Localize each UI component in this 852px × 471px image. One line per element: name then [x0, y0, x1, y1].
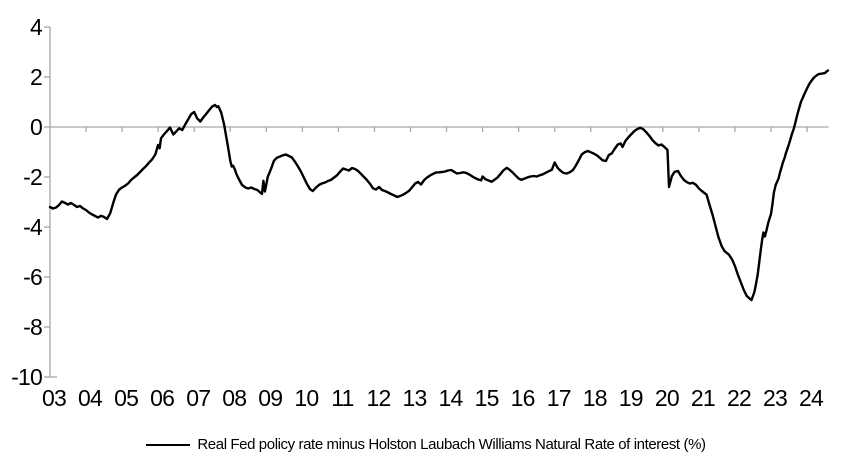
x-tick-label: 20 — [655, 385, 679, 411]
y-tick-label: -10 — [11, 364, 42, 390]
y-tick-label: 4 — [30, 14, 43, 40]
x-tick-label: 11 — [331, 385, 353, 411]
x-tick-label: 24 — [799, 385, 824, 411]
x-tick-label: 14 — [439, 385, 464, 411]
x-tick-label: 12 — [366, 385, 390, 411]
y-tick-label: 0 — [30, 114, 42, 140]
x-tick-label: 03 — [42, 385, 66, 411]
x-tick-label: 18 — [583, 385, 607, 411]
x-tick-label: 17 — [547, 385, 571, 411]
y-tick-label: -2 — [23, 164, 42, 190]
y-tick-label: -6 — [23, 264, 42, 290]
y-tick-label: -4 — [23, 214, 43, 240]
series-line — [48, 69, 830, 302]
y-tick-label: -8 — [23, 314, 42, 340]
x-tick-label: 22 — [727, 385, 751, 411]
x-tick-label: 21 — [691, 385, 715, 411]
axes — [44, 26, 829, 378]
x-tick-label: 13 — [403, 385, 427, 411]
x-tick-label: 15 — [475, 385, 499, 411]
y-tick-label: 2 — [30, 64, 42, 90]
legend: Real Fed policy rate minus Holston Lauba… — [0, 436, 852, 453]
x-tick-label: 07 — [186, 385, 210, 411]
x-tick-label: 04 — [78, 385, 103, 411]
x-tick-label: 23 — [763, 385, 787, 411]
x-tick-label: 09 — [258, 385, 282, 411]
legend-line-swatch — [146, 443, 191, 446]
x-tick-label: 19 — [619, 385, 643, 411]
legend-label: Real Fed policy rate minus Holston Lauba… — [197, 436, 706, 453]
x-tick-label: 05 — [114, 385, 138, 411]
x-tick-label: 08 — [222, 385, 246, 411]
x-tick-label: 16 — [511, 385, 535, 411]
x-tick-label: 10 — [294, 385, 318, 411]
x-tick-label: 06 — [150, 385, 174, 411]
